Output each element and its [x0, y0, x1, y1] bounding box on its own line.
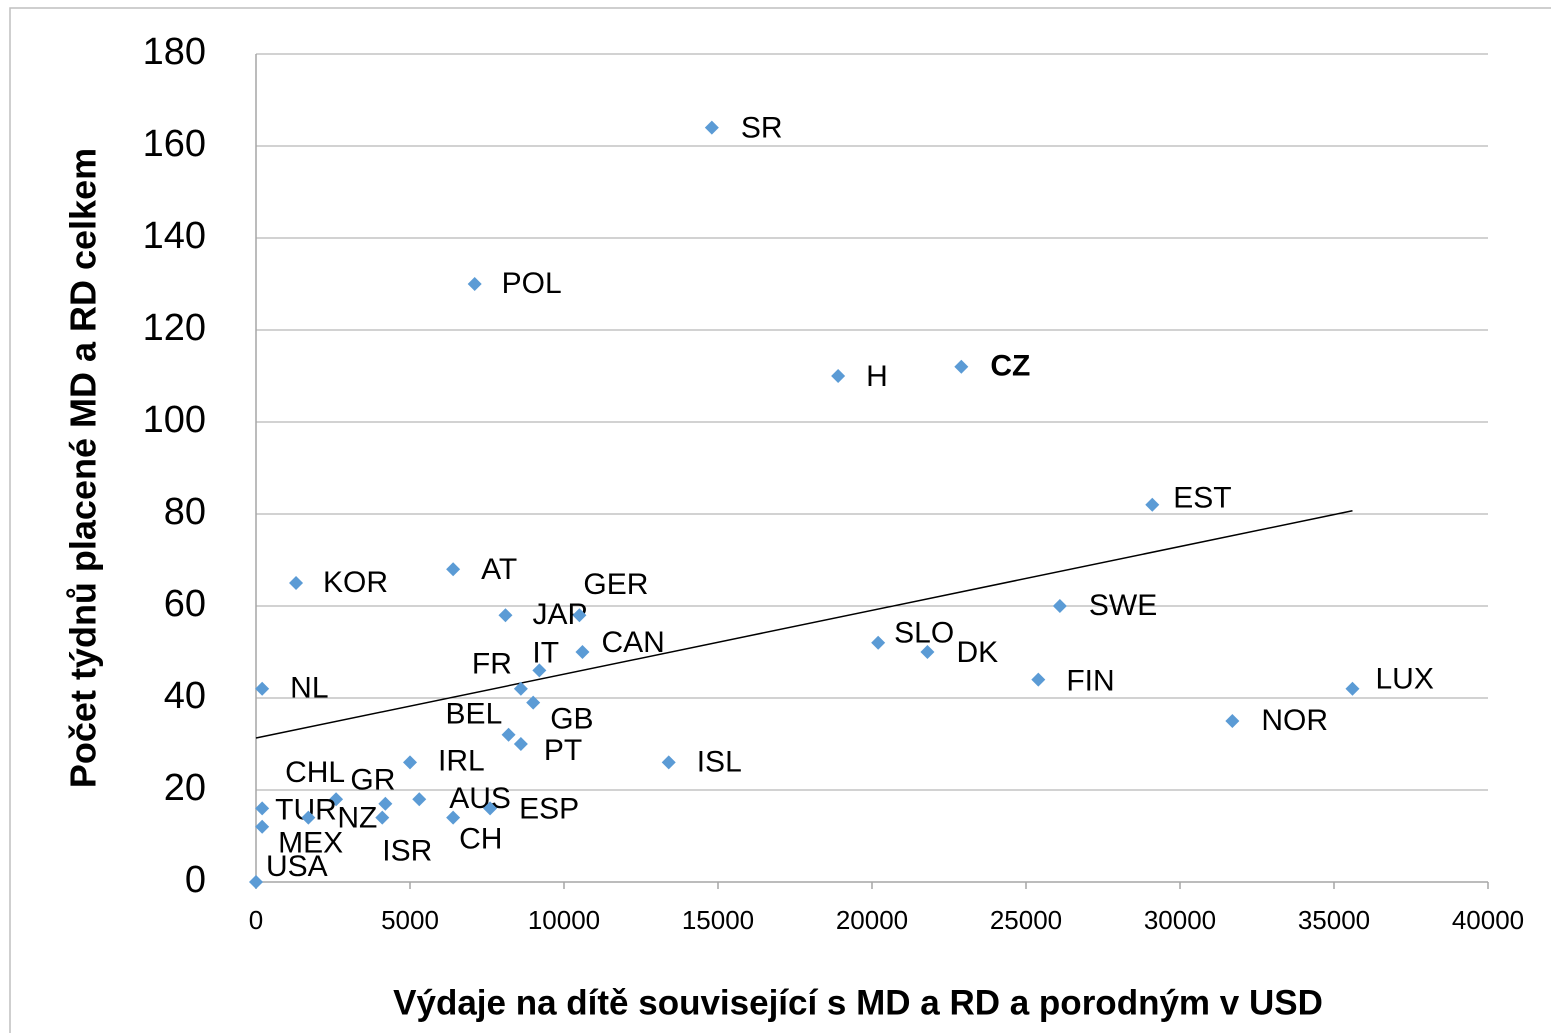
point	[412, 792, 427, 807]
point-label: GB	[550, 703, 593, 736]
point-label: CZ	[990, 350, 1030, 383]
x-tick-label: 5000	[381, 905, 439, 935]
point	[954, 359, 969, 374]
point	[446, 562, 461, 577]
point-label: AUS	[449, 782, 511, 815]
point-label: GR	[350, 764, 395, 797]
chart-frame	[9, 7, 1551, 1033]
point	[661, 755, 676, 770]
point	[289, 576, 304, 590]
point	[871, 635, 886, 650]
point-label: EST	[1173, 482, 1231, 515]
point-label: NZ	[337, 802, 377, 835]
y-tick-label: 0	[185, 859, 206, 901]
point	[1145, 497, 1160, 512]
point	[572, 608, 587, 623]
x-tick-label: 20000	[836, 905, 908, 935]
point	[1031, 672, 1046, 687]
point	[446, 810, 461, 825]
point	[255, 681, 270, 696]
y-tick-label: 40	[164, 675, 206, 717]
y-axis-title: Počet týdnů placené MD a RD celkem	[63, 148, 104, 788]
point	[532, 663, 547, 678]
point	[1052, 599, 1067, 613]
point	[483, 801, 498, 816]
point-label: CHL	[285, 756, 345, 789]
point-label: KOR	[323, 566, 388, 599]
point-label: DK	[956, 636, 998, 669]
y-tick-label: 20	[164, 767, 206, 809]
point	[329, 792, 344, 807]
point	[920, 645, 935, 659]
point-label: IT	[532, 636, 559, 669]
point-label: SWE	[1089, 589, 1157, 622]
point-label: CAN	[601, 626, 664, 659]
point	[375, 810, 390, 825]
point-label: AT	[481, 553, 517, 586]
point-label: GER	[583, 568, 648, 601]
point-label: ESP	[519, 792, 579, 825]
point-label: FIN	[1066, 665, 1114, 698]
trendline	[255, 510, 1353, 739]
x-tick-label: 15000	[682, 905, 754, 935]
point-label: CH	[459, 823, 502, 856]
x-tick-label: 40000	[1452, 905, 1524, 935]
x-tick-label: 30000	[1144, 905, 1216, 935]
x-tick-label: 0	[249, 905, 263, 935]
point-label: IRL	[438, 744, 485, 777]
x-axis-title: Výdaje na dítě související s MD a RD a p…	[393, 983, 1323, 1022]
point	[831, 369, 846, 383]
point	[513, 737, 528, 751]
point	[575, 645, 590, 659]
point-label: NL	[290, 672, 328, 705]
point	[255, 819, 270, 834]
y-tick-label: 120	[143, 307, 206, 349]
y-tick-label: 180	[143, 31, 206, 73]
y-tick-label: 60	[164, 583, 206, 625]
point	[301, 810, 316, 825]
y-tick-label: 100	[143, 399, 206, 441]
point-label: FR	[472, 648, 512, 681]
point-label: POL	[502, 267, 562, 300]
point-label: LUX	[1375, 663, 1433, 696]
point-label: NOR	[1261, 704, 1328, 737]
point	[498, 608, 513, 623]
point	[378, 796, 393, 811]
point	[255, 801, 270, 816]
point	[1225, 714, 1240, 728]
point-label: SLO	[894, 617, 954, 650]
y-tick-label: 80	[164, 491, 206, 533]
point-label: H	[866, 360, 888, 393]
point	[249, 875, 263, 889]
x-tick-label: 25000	[990, 905, 1062, 935]
point	[526, 695, 541, 710]
point	[513, 681, 528, 696]
y-tick-label: 160	[143, 123, 206, 165]
point	[467, 277, 482, 291]
point-label: ISR	[382, 835, 432, 868]
point	[501, 727, 516, 742]
point	[704, 120, 719, 135]
point	[403, 755, 417, 770]
point-label: BEL	[446, 698, 503, 731]
point-label: ISL	[697, 745, 742, 778]
point	[1345, 681, 1360, 696]
x-tick-label: 35000	[1298, 905, 1370, 935]
point-label: PT	[544, 734, 582, 767]
point-label: MEX	[278, 827, 343, 860]
point-label: SR	[741, 112, 783, 145]
point-label: USA	[266, 850, 328, 883]
y-tick-label: 140	[143, 215, 206, 257]
x-tick-label: 10000	[528, 905, 600, 935]
